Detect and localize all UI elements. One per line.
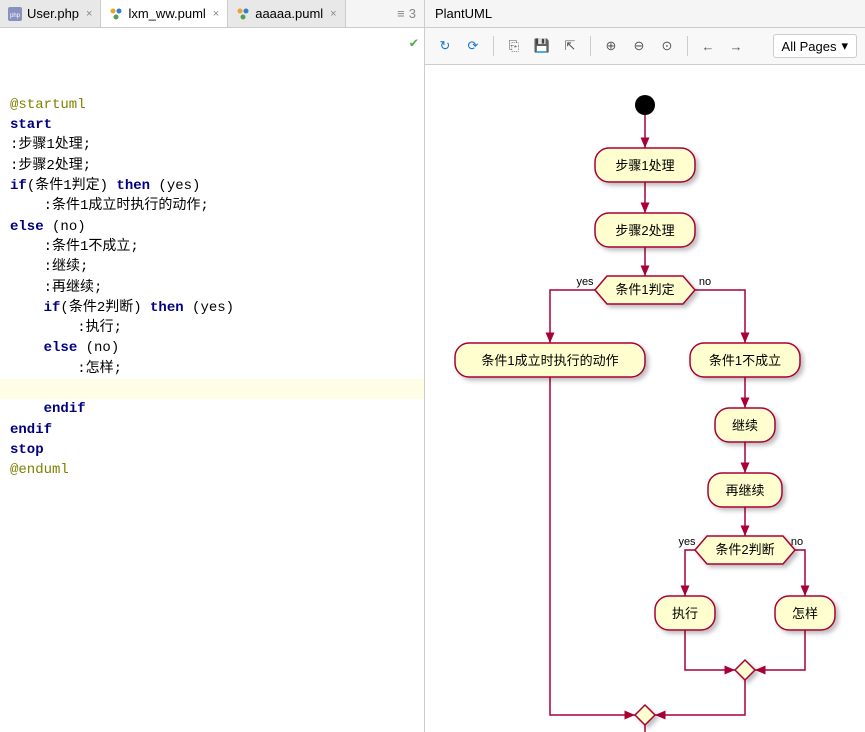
- code-line: :条件1不成立;: [10, 237, 414, 257]
- diagram-node-n8: 怎样: [775, 596, 835, 630]
- svg-text:php: php: [10, 13, 21, 19]
- code-line: if(条件2判断) then (yes): [10, 298, 414, 318]
- code-line: :条件1成立时执行的动作;: [10, 196, 414, 216]
- code-line: :执行;: [10, 318, 414, 338]
- code-editor[interactable]: ✔ @startumlstart:步骤1处理;:步骤2处理;if(条件1判定) …: [0, 28, 424, 732]
- diagram-node-n7: 执行: [655, 596, 715, 630]
- svg-text:步骤2处理: 步骤2处理: [615, 223, 674, 238]
- code-line: endif: [10, 420, 414, 440]
- code-line: :怎样;: [10, 359, 414, 379]
- svg-text:继续: 继续: [732, 418, 758, 433]
- sync-icon[interactable]: ⟳: [461, 34, 485, 58]
- close-icon[interactable]: ×: [86, 8, 92, 20]
- tab-bar: php User.php × lxm_ww.puml × aaaaa.puml × ≡ 3: [0, 0, 424, 28]
- code-line: [0, 379, 424, 399]
- zoom-in-icon[interactable]: ⊕: [599, 34, 623, 58]
- copy-icon[interactable]: ⎘: [502, 34, 526, 58]
- zoom-fit-icon[interactable]: ⊙: [655, 34, 679, 58]
- puml-file-icon: [236, 7, 250, 21]
- diagram-node-n2: 步骤2处理: [595, 213, 695, 247]
- tab-label: User.php: [27, 6, 79, 21]
- diagram-node-n1: 步骤1处理: [595, 148, 695, 182]
- diagram-node-n3: 条件1成立时执行的动作: [455, 343, 645, 377]
- svg-text:条件1成立时执行的动作: 条件1成立时执行的动作: [481, 353, 618, 368]
- svg-text:条件2判断: 条件2判断: [715, 542, 774, 557]
- code-line: if(条件1判定) then (yes): [10, 176, 414, 196]
- line-indicator: 3: [409, 6, 424, 21]
- code-line: else (no): [10, 217, 414, 237]
- preview-title: PlantUML: [425, 0, 865, 28]
- svg-text:怎样: 怎样: [792, 606, 818, 621]
- code-line: :步骤1处理;: [10, 135, 414, 155]
- svg-text:no: no: [699, 276, 711, 288]
- diagram-node-n6: 再继续: [708, 473, 782, 507]
- puml-file-icon: [109, 7, 123, 21]
- svg-text:yes: yes: [678, 536, 696, 548]
- code-line: endif: [10, 399, 414, 419]
- zoom-out-icon[interactable]: ⊖: [627, 34, 651, 58]
- tab-lxm_ww-puml[interactable]: lxm_ww.puml ×: [101, 0, 228, 27]
- diagram-node-n5: 继续: [715, 408, 775, 442]
- diagram-node-m2: [735, 660, 755, 680]
- code-line: start: [10, 115, 414, 135]
- diagram-node-m1: [635, 705, 655, 725]
- diagram-node-d1: 条件1判定: [595, 276, 695, 304]
- close-icon[interactable]: ×: [330, 8, 336, 20]
- back-icon[interactable]: ←: [696, 34, 720, 58]
- diagram-node-n4: 条件1不成立: [690, 343, 800, 377]
- save-icon[interactable]: 💾: [530, 34, 554, 58]
- svg-text:再继续: 再继续: [725, 483, 764, 498]
- close-icon[interactable]: ×: [213, 8, 219, 20]
- svg-text:步骤1处理: 步骤1处理: [615, 158, 674, 173]
- editor-pane: phpUser.php×lxm_ww.puml×aaaaa.puml× ≡ 3 …: [0, 0, 425, 732]
- tab-user-php[interactable]: php User.php ×: [0, 0, 101, 27]
- tab-label: lxm_ww.puml: [128, 6, 205, 21]
- pages-dropdown[interactable]: All Pages ▾: [773, 34, 857, 58]
- pages-dropdown-label: All Pages: [782, 39, 837, 54]
- diagram-node-d2: 条件2判断: [695, 536, 795, 564]
- code-line: stop: [10, 440, 414, 460]
- code-line: @enduml: [10, 460, 414, 480]
- tab-label: aaaaa.puml: [255, 6, 323, 21]
- check-icon: ✔: [410, 36, 418, 52]
- svg-text:yes: yes: [576, 276, 594, 288]
- code-line: else (no): [10, 338, 414, 358]
- refresh-icon[interactable]: ↻: [433, 34, 457, 58]
- code-line: :再继续;: [10, 278, 414, 298]
- diagram-viewport[interactable]: yesnoyesno步骤1处理步骤2处理条件1判定条件1成立时执行的动作条件1不…: [425, 65, 865, 732]
- tab-aaaaa-puml[interactable]: aaaaa.puml ×: [228, 0, 345, 27]
- line-separator-icon: ≡: [393, 6, 409, 21]
- svg-text:条件1不成立: 条件1不成立: [709, 353, 781, 368]
- code-line: :继续;: [10, 257, 414, 277]
- code-line: :步骤2处理;: [10, 156, 414, 176]
- diagram-node-start: [635, 95, 655, 115]
- preview-toolbar: ↻ ⟳ ⎘ 💾 ⇱ ⊕ ⊖ ⊙ ← → All Pages ▾: [425, 28, 865, 65]
- preview-pane: PlantUML ↻ ⟳ ⎘ 💾 ⇱ ⊕ ⊖ ⊙ ← → All Pages ▾…: [425, 0, 865, 732]
- chevron-down-icon: ▾: [841, 38, 848, 54]
- php-file-icon: php: [8, 7, 22, 21]
- code-line: @startuml: [10, 95, 414, 115]
- svg-text:条件1判定: 条件1判定: [615, 282, 674, 297]
- svg-text:执行: 执行: [672, 606, 698, 621]
- export-icon[interactable]: ⇱: [558, 34, 582, 58]
- forward-icon[interactable]: →: [724, 34, 748, 58]
